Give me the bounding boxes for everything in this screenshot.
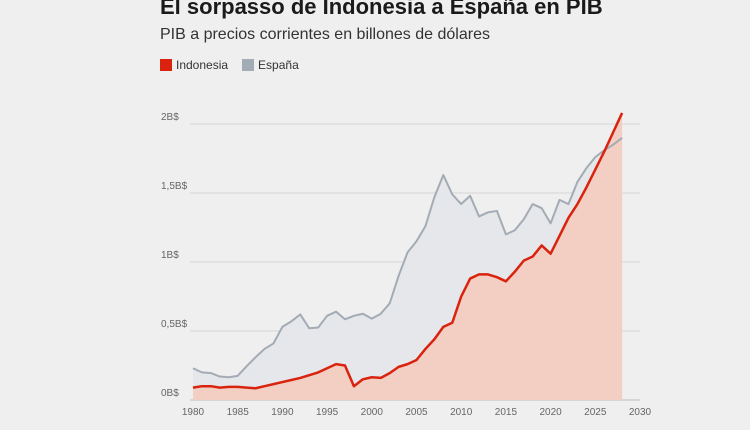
chart-title: El sorpasso de Indonesia a España en PIB (160, 0, 603, 19)
x-tick-label-2025: 2025 (584, 407, 607, 418)
y-tick-label-0: 0B$ (161, 388, 179, 399)
x-tick-label-2020: 2020 (539, 407, 562, 418)
y-tick-label-1: 1B$ (161, 250, 179, 261)
legend-item-indonesia: Indonesia (160, 58, 228, 72)
legend: Indonesia España (160, 58, 299, 72)
area-indonesia (193, 112, 623, 401)
chart-subtitle: PIB a precios corrientes en billones de … (160, 26, 490, 43)
legend-label-espana: España (258, 58, 299, 72)
line-espana (192, 137, 623, 379)
x-tick-label-1985: 1985 (227, 407, 250, 418)
x-tick-label-1980: 1980 (182, 407, 205, 418)
x-tick-label-2030: 2030 (629, 407, 652, 418)
x-tick-label-1990: 1990 (271, 407, 294, 418)
y-tick-label-1-5: 1,5B$ (161, 181, 188, 192)
x-tick-label-2010: 2010 (450, 407, 473, 418)
x-tick-label-2015: 2015 (495, 407, 518, 418)
y-tick-label-0-5: 0,5B$ (161, 319, 188, 330)
x-tick-label-2005: 2005 (405, 407, 428, 418)
legend-label-indonesia: Indonesia (176, 58, 229, 72)
y-tick-label-2: 2B$ (161, 112, 179, 123)
x-tick-label-1995: 1995 (316, 407, 339, 418)
legend-swatch-espana (242, 59, 255, 71)
line-indonesia (192, 112, 624, 390)
legend-swatch-indonesia (160, 59, 172, 71)
x-tick-label-2000: 2000 (361, 407, 384, 418)
legend-item-espana: España (242, 58, 299, 72)
